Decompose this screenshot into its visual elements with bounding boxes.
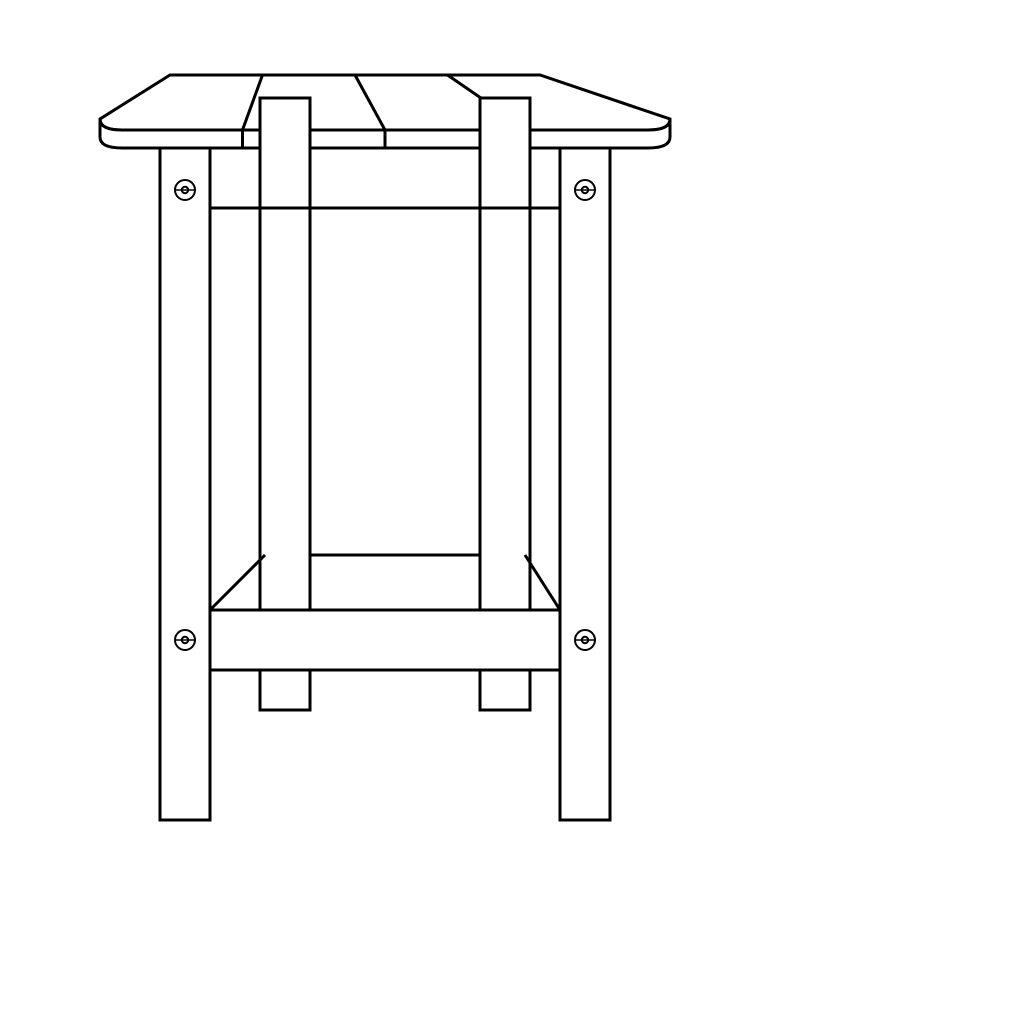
table-top bbox=[100, 75, 670, 148]
dimension-diagram bbox=[0, 0, 1024, 1024]
screws bbox=[175, 180, 595, 650]
legs bbox=[160, 98, 610, 820]
